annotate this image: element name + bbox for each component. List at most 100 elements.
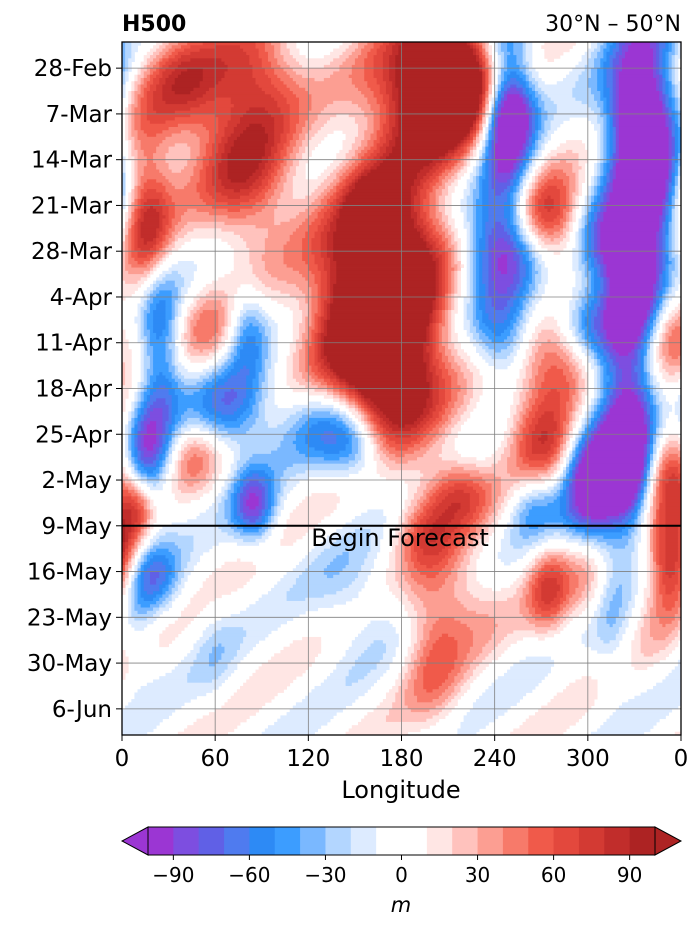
field-cell: [292, 192, 312, 197]
field-cell: [267, 159, 275, 164]
field-cell: [662, 74, 666, 79]
field-cell: [594, 172, 598, 177]
field-cell: [665, 211, 669, 216]
field-cell: [659, 77, 663, 82]
field-cell: [134, 257, 151, 262]
field-cell: [525, 166, 530, 170]
field-cell: [621, 61, 654, 66]
field-cell: [488, 113, 492, 118]
field-cell: [581, 55, 592, 59]
field-cell: [218, 126, 225, 131]
field-cell: [280, 140, 287, 144]
field-cell: [128, 257, 135, 262]
field-cell: [156, 179, 169, 183]
field-cell: [544, 189, 561, 193]
field-cell: [522, 61, 530, 66]
field-cell: [491, 274, 514, 278]
field-cell: [575, 244, 579, 249]
field-cell: [519, 254, 524, 259]
field-cell: [472, 136, 477, 141]
field-cell: [507, 287, 517, 291]
field-cell: [578, 251, 583, 255]
field-cell: [522, 247, 527, 252]
field-cell: [156, 189, 166, 193]
field-cell: [181, 300, 185, 304]
field-cell: [264, 48, 275, 53]
field-cell: [379, 117, 387, 121]
field-cell: [674, 215, 679, 219]
field-cell: [131, 110, 135, 115]
field-cell: [674, 277, 681, 282]
field-cell: [562, 211, 567, 216]
field-cell: [497, 123, 530, 128]
field-cell: [528, 192, 533, 197]
field-cell: [283, 126, 291, 131]
field-cell: [516, 234, 520, 239]
field-cell: [566, 231, 570, 236]
field-cell: [516, 61, 524, 66]
field-cell: [531, 300, 539, 304]
field-cell: [618, 87, 657, 92]
field-cell: [590, 300, 598, 304]
field-cell: [668, 205, 673, 210]
field-cell: [398, 107, 480, 112]
field-cell: [264, 195, 272, 200]
field-cell: [615, 68, 623, 72]
field-cell: [326, 241, 334, 246]
field-cell: [143, 300, 148, 304]
field-cell: [317, 267, 325, 272]
field-cell: [128, 126, 132, 131]
field-cell: [267, 136, 275, 141]
field-cell: [572, 87, 592, 92]
field-cell: [535, 133, 539, 138]
field-cell: [277, 159, 284, 164]
field-cell: [280, 48, 291, 53]
field-cell: [587, 208, 592, 213]
field-cell: [271, 81, 284, 85]
field-cell: [597, 293, 601, 298]
field-cell: [485, 130, 489, 134]
field-cell: [382, 71, 390, 76]
field-cell: [134, 110, 142, 115]
field-cell: [202, 287, 238, 291]
field-cell: [578, 241, 583, 246]
field-cell: [320, 310, 325, 314]
field-cell: [146, 133, 157, 138]
field-cell: [513, 51, 524, 56]
field-cell: [299, 136, 306, 141]
field-cell: [668, 81, 673, 85]
field-cell: [146, 110, 157, 115]
field-cell: [618, 77, 657, 82]
field-cell: [618, 133, 669, 138]
field-cell: [153, 300, 160, 304]
field-cell: [522, 172, 527, 177]
field-cell: [137, 136, 166, 141]
field-cell: [538, 81, 545, 85]
field-cell: [581, 231, 586, 236]
field-cell: [485, 303, 492, 308]
field-cell: [255, 211, 275, 216]
field-cell: [519, 247, 524, 252]
field-cell: [581, 274, 586, 278]
field-cell: [544, 241, 561, 246]
field-cell: [516, 169, 520, 174]
field-cell: [659, 91, 663, 95]
field-cell: [140, 300, 145, 304]
field-cell: [606, 264, 657, 268]
field-cell: [128, 94, 132, 98]
field-cell: [482, 48, 486, 53]
field-cell: [314, 77, 325, 82]
field-cell: [432, 166, 440, 170]
field-cell: [224, 61, 250, 66]
field-cell: [522, 306, 527, 311]
field-cell: [330, 293, 334, 298]
field-cell: [264, 143, 275, 147]
field-cell: [345, 58, 356, 63]
field-cell: [193, 313, 201, 317]
field-cell: [615, 110, 620, 115]
field-cell: [333, 241, 427, 246]
field-cell: [578, 244, 583, 249]
field-cell: [513, 208, 517, 213]
field-cell: [128, 211, 132, 216]
field-cell: [410, 198, 415, 203]
